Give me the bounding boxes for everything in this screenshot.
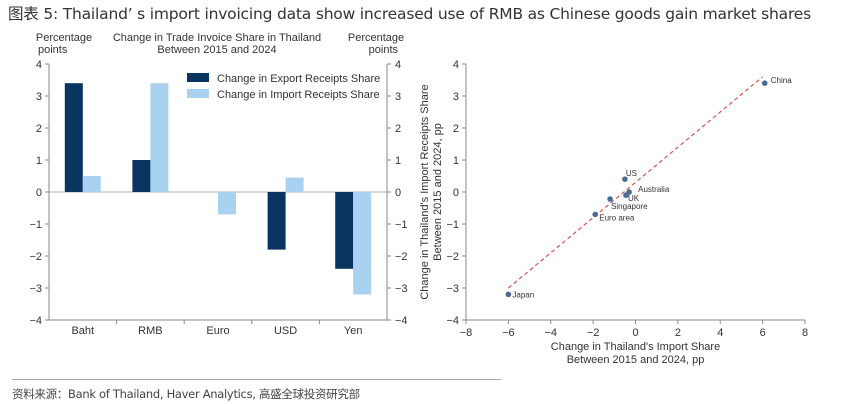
scatter-point-japan (505, 291, 512, 298)
x-tick-label: Baht (71, 325, 94, 337)
scatter-point-label-japan: Japan (512, 290, 534, 299)
left-y-tick-label: −1 (29, 219, 42, 231)
right-y-tick-label: 1 (395, 155, 401, 167)
scatter-y-tick-label: 1 (453, 155, 459, 167)
scatter-point-label-singapore: Singapore (611, 202, 648, 211)
scatter-point-uk (623, 192, 629, 198)
scatter-x-tick-label: −6 (502, 327, 515, 339)
scatter-x-tick-label: 6 (760, 327, 766, 339)
scatter-x-axis-title-line1: Change in Thailand's Import Share (551, 341, 720, 353)
import-bar-baht (82, 176, 101, 192)
scatter-x-tick-label: 4 (717, 327, 723, 339)
x-tick-label: RMB (138, 325, 162, 337)
scatter-x-tick-label: −8 (460, 327, 473, 339)
scatter-point-euro-area (592, 211, 599, 218)
scatter-point-label-us: US (626, 169, 637, 178)
right-y-tick-label: −2 (395, 251, 408, 263)
left-y-tick-label: −2 (29, 251, 42, 263)
left-y-tick-label: −3 (29, 283, 42, 295)
scatter-y-tick-label: 2 (453, 123, 459, 135)
scatter-x-tick-label: −4 (544, 327, 557, 339)
scatter-point-china (761, 80, 768, 86)
scatter-y-tick-label: −1 (446, 219, 459, 231)
scatter-point-us (622, 176, 628, 182)
right-axis-unit-line1: Percentage (348, 32, 404, 44)
import-bar-usd (285, 177, 304, 192)
scatter-x-tick-label: −2 (587, 327, 600, 339)
scatter-y-tick-label: 0 (453, 187, 459, 199)
import-bar-yen (353, 192, 372, 295)
right-y-tick-label: −4 (395, 315, 408, 327)
left-axis-unit-line2: points (38, 44, 68, 56)
legend-label-import: Change in Import Receipts Share (217, 89, 380, 101)
import-bar-euro (218, 192, 236, 215)
legend-swatch-import (187, 89, 209, 98)
export-bar-yen (335, 192, 354, 269)
scatter-x-tick-label: 8 (802, 327, 808, 339)
scatter-y-tick-label: −2 (446, 251, 459, 263)
right-y-tick-label: 2 (395, 123, 401, 135)
left-y-tick-label: 2 (36, 123, 42, 135)
left-axis-unit-line1: Percentage (36, 32, 92, 44)
scatter-point-singapore (607, 196, 613, 202)
left-y-tick-label: 3 (36, 91, 42, 103)
scatter-y-tick-label: 3 (453, 91, 459, 103)
figure-title: 图表 5: Thailand’ s import invoicing data … (8, 5, 811, 23)
scatter-x-tick-label: 2 (675, 327, 681, 339)
legend-label-export: Change in Export Receipts Share (217, 73, 380, 85)
scatter-point-label-uk: UK (628, 194, 640, 203)
x-tick-label: Yen (344, 325, 363, 337)
export-bar-baht (64, 83, 83, 192)
left-y-tick-label: 4 (36, 59, 42, 71)
bar-chart-title: Change in Trade Invoice Share in Thailan… (113, 32, 321, 44)
scatter-point-label-australia: Australia (638, 185, 670, 194)
trend-line (507, 76, 764, 289)
right-y-tick-label: 0 (395, 187, 401, 199)
x-tick-label: USD (274, 325, 297, 337)
right-y-tick-label: 3 (395, 91, 401, 103)
scatter-point-label-euro-area: Euro area (599, 213, 635, 222)
source-footer: 资料来源：Bank of Thailand, Haver Analytics, … (12, 387, 360, 401)
right-y-tick-label: −1 (395, 219, 408, 231)
right-axis-unit-line2: points (369, 44, 399, 56)
scatter-x-axis-title-line2: Between 2015 and 2024, pp (567, 354, 705, 366)
bar-chart-subtitle: Between 2015 and 2024 (157, 44, 276, 56)
export-bar-rmb (132, 160, 151, 192)
x-tick-label: Euro (206, 325, 229, 337)
scatter-x-tick-label: 0 (632, 327, 638, 339)
scatter-y-tick-label: −3 (446, 283, 459, 295)
scatter-y-axis-title-line2: Between 2015 and 2024, pp (432, 123, 444, 261)
scatter-point-label-china: China (771, 76, 792, 85)
export-bar-usd (267, 192, 286, 250)
scatter-y-axis-title-line1: Change in Thailand's Import Receipts Sha… (419, 84, 431, 299)
scatter-y-tick-label: −4 (446, 315, 459, 327)
right-y-tick-label: −3 (395, 283, 408, 295)
left-y-tick-label: 1 (36, 155, 42, 167)
footer-divider (12, 379, 501, 380)
import-bar-rmb (150, 83, 169, 192)
right-y-tick-label: 4 (395, 59, 401, 71)
legend-swatch-export (187, 73, 209, 82)
scatter-y-tick-label: 4 (453, 59, 459, 71)
left-y-tick-label: 0 (36, 187, 42, 199)
left-y-tick-label: −4 (29, 315, 42, 327)
